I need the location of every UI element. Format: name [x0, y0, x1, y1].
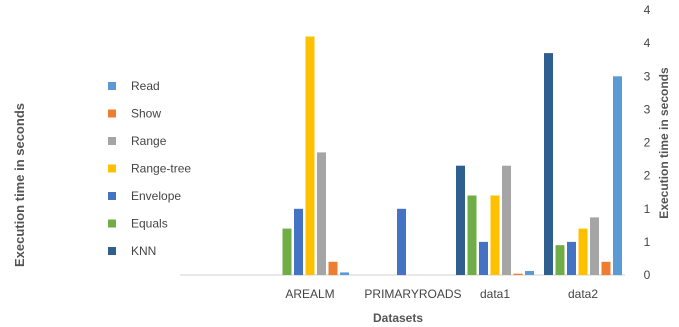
category-label-primaryroads: PRIMARYROADS	[364, 287, 461, 301]
bar-data1-knn	[456, 165, 465, 275]
y-tick-label: 4	[644, 3, 651, 17]
legend-label-read: Read	[131, 79, 160, 93]
y-tick-label: 1	[644, 202, 651, 216]
bar-data1-read	[525, 271, 534, 275]
y-tick-label: 2	[644, 169, 651, 183]
y-tick-labels: 0 1 1 2 2 3 3 4 4	[644, 3, 651, 282]
bar-data2-show	[601, 261, 611, 276]
x-axis-title: Datasets	[373, 311, 423, 325]
legend: Read Show Range Range-tree Envelope Equals KNN	[108, 79, 191, 258]
bar-primaryroads-envelope	[397, 208, 406, 276]
bar-arealm-equals	[282, 228, 292, 275]
legend-label-envelope: Envelope	[131, 189, 181, 203]
legend-swatch-show	[108, 109, 116, 118]
legend-swatch-range-tree	[108, 164, 116, 173]
legend-label-range-tree: Range-tree	[131, 162, 191, 176]
bar-arealm-envelope	[294, 208, 303, 276]
y-tick-label: 0	[644, 268, 651, 282]
y-tick-label: 4	[644, 36, 651, 50]
y-tick-label: 3	[644, 69, 651, 83]
bar-arealm-range	[317, 152, 326, 275]
legend-label-range: Range	[131, 134, 167, 148]
y-axis-title-right: Execution time in seconds	[657, 67, 671, 219]
bar-data2-equals	[555, 245, 565, 275]
category-label-arealm: AREALM	[285, 287, 334, 301]
bar-data2-envelope	[567, 241, 576, 275]
legend-label-show: Show	[131, 107, 161, 121]
legend-label-equals: Equals	[131, 217, 168, 231]
y-axis-title-left: Execution time in seconds	[12, 103, 27, 267]
bar-data1-range	[502, 165, 511, 275]
bar-arealm-read	[340, 272, 349, 275]
legend-swatch-knn	[108, 247, 116, 255]
category-label-data2: data2	[568, 287, 598, 301]
bar-arealm-range-tree	[305, 36, 315, 275]
bar-data2-knn	[544, 53, 553, 275]
legend-swatch-equals	[108, 219, 116, 228]
bar-data1-envelope	[479, 241, 488, 275]
category-label-data1: data1	[480, 287, 510, 301]
bar-data1-range-tree	[490, 195, 500, 275]
bar-data2-read	[613, 76, 622, 276]
bar-data1-equals	[467, 195, 477, 275]
bars-group	[282, 36, 622, 276]
y-tick-label: 1	[644, 235, 651, 249]
bar-arealm-show	[328, 261, 338, 276]
legend-label-knn: KNN	[131, 244, 156, 258]
legend-swatch-range	[108, 137, 116, 145]
bar-data2-range	[590, 217, 599, 275]
y-tick-label: 2	[644, 136, 651, 150]
bar-data2-range-tree	[578, 228, 588, 275]
legend-swatch-envelope	[108, 192, 116, 200]
category-labels: AREALM PRIMARYROADS data1 data2	[285, 287, 598, 301]
legend-swatch-read	[108, 82, 116, 90]
bar-data1-show	[513, 273, 523, 275]
y-tick-label: 3	[644, 102, 651, 116]
